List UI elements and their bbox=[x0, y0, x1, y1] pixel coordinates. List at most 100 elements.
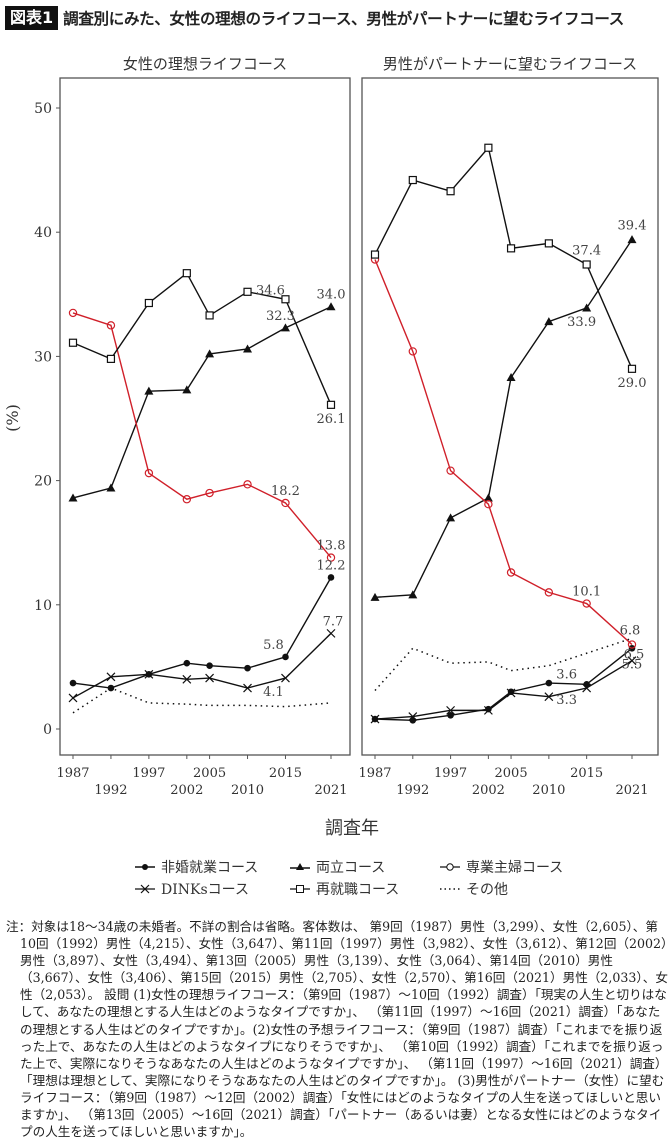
panel-title-left: 女性の理想ライフコース bbox=[123, 55, 287, 73]
data-point-triangle bbox=[506, 373, 516, 382]
series-line bbox=[374, 146, 633, 370]
legend-item-sengyo: 専業主婦コース bbox=[440, 857, 563, 877]
data-point-x bbox=[582, 683, 592, 693]
data-point-x bbox=[627, 656, 637, 666]
x-tick-label: 2005 bbox=[495, 766, 528, 781]
data-point-circle bbox=[446, 466, 455, 475]
figure-badge: 図表1 bbox=[5, 6, 59, 30]
legend-item-ryoritsu: 両立コース bbox=[290, 857, 440, 877]
x-tick-label: 1992 bbox=[396, 783, 429, 798]
data-label: 34.6 bbox=[256, 283, 285, 298]
data-point-square bbox=[446, 187, 455, 196]
data-point-square bbox=[182, 269, 191, 278]
data-label: 10.1 bbox=[572, 585, 601, 600]
data-label: 39.4 bbox=[618, 219, 647, 234]
y-tick-label: 50 bbox=[34, 101, 52, 117]
data-point-circle bbox=[326, 553, 336, 562]
data-point-square bbox=[544, 239, 553, 248]
series-line bbox=[374, 660, 633, 720]
x-tick-label: 2010 bbox=[532, 783, 565, 798]
data-point-triangle bbox=[182, 385, 192, 394]
data-label: 29.0 bbox=[618, 376, 647, 391]
data-label: 26.1 bbox=[317, 412, 346, 427]
y-tick-label: 0 bbox=[43, 722, 52, 738]
data-point-dot bbox=[244, 664, 251, 672]
data-point-triangle bbox=[326, 302, 336, 311]
y-tick-label: 10 bbox=[34, 598, 52, 614]
legend: 非婚就業コース 両立コース 専業主婦コース DINKsコース 再就職コース その… bbox=[135, 856, 563, 900]
data-point-circle bbox=[484, 499, 493, 509]
x-tick-label: 1997 bbox=[434, 766, 467, 781]
data-point-x bbox=[326, 628, 336, 638]
data-point-triangle bbox=[483, 493, 493, 502]
data-point-square bbox=[326, 400, 336, 409]
data-point-triangle bbox=[446, 513, 456, 522]
data-point-square bbox=[205, 311, 214, 320]
series-line bbox=[72, 687, 332, 714]
data-point-triangle bbox=[68, 493, 78, 502]
data-label: 6.8 bbox=[620, 624, 641, 639]
x-tick-label: 1987 bbox=[358, 766, 391, 781]
data-point-x bbox=[408, 712, 418, 722]
data-label: 5.8 bbox=[263, 638, 284, 653]
series-line bbox=[374, 647, 633, 722]
data-label: 3.3 bbox=[556, 693, 577, 708]
data-point-triangle bbox=[243, 344, 253, 353]
data-point-x bbox=[68, 693, 78, 703]
data-point-circle bbox=[582, 599, 591, 608]
data-point-x bbox=[370, 714, 380, 724]
legend-item-hikon: 非婚就業コース bbox=[135, 857, 290, 877]
x-marker-icon bbox=[135, 884, 155, 894]
data-label: 34.0 bbox=[317, 288, 346, 303]
data-label: 7.7 bbox=[323, 614, 344, 629]
legend-label: 専業主婦コース bbox=[466, 860, 564, 876]
data-point-square bbox=[627, 364, 637, 373]
data-point-square bbox=[370, 250, 380, 259]
data-point-circle bbox=[106, 321, 116, 330]
x-tick-label: 1987 bbox=[56, 766, 89, 781]
data-point-square bbox=[582, 260, 591, 269]
legend-label: その他 bbox=[466, 882, 508, 898]
chart-notes: 注：対象は18〜34歳の未婚者。不詳の割合は省略。客体数は、 第9回（1987）… bbox=[6, 919, 668, 1140]
x-tick-label: 2015 bbox=[269, 766, 302, 781]
figure-title: 調査別にみた、女性の理想のライフコース、男性がパートナーに望むライフコース bbox=[63, 10, 624, 28]
data-point-circle bbox=[243, 480, 252, 489]
legend-label: 両立コース bbox=[316, 860, 386, 876]
data-point-circle bbox=[408, 347, 417, 356]
data-point-dot bbox=[447, 712, 454, 719]
data-point-x bbox=[544, 692, 554, 702]
data-point-square bbox=[144, 298, 153, 308]
x-tick-label: 2021 bbox=[314, 783, 347, 798]
dot-marker-icon bbox=[135, 864, 155, 870]
data-label: 4.1 bbox=[263, 685, 284, 700]
data-point-square bbox=[106, 354, 116, 363]
data-point-triangle bbox=[627, 235, 637, 244]
data-point-triangle bbox=[370, 592, 380, 601]
x-tick-label: 2005 bbox=[193, 766, 226, 781]
data-point-dot bbox=[206, 662, 213, 669]
data-point-dot bbox=[282, 653, 289, 661]
data-point-x bbox=[281, 673, 290, 683]
data-point-x bbox=[144, 669, 154, 679]
series-line bbox=[72, 306, 332, 499]
x-tick-label: 2002 bbox=[472, 783, 505, 798]
data-point-dot bbox=[69, 679, 77, 687]
data-point-dot bbox=[545, 679, 553, 687]
data-point-circle bbox=[544, 588, 554, 597]
series-line bbox=[374, 259, 633, 646]
data-point-dot bbox=[183, 659, 191, 667]
series-line bbox=[72, 577, 332, 689]
series-line bbox=[374, 239, 633, 599]
data-point-x bbox=[483, 705, 493, 715]
data-label: 33.9 bbox=[567, 315, 596, 330]
data-point-square bbox=[243, 287, 252, 296]
data-point-x bbox=[205, 673, 215, 683]
data-point-square bbox=[506, 244, 516, 253]
data-label: 37.4 bbox=[572, 243, 601, 258]
data-point-dot bbox=[327, 574, 335, 581]
legend-item-other: その他 bbox=[440, 879, 508, 899]
x-tick-label: 2010 bbox=[231, 783, 264, 798]
y-tick-label: 20 bbox=[34, 474, 52, 490]
data-label: 13.8 bbox=[317, 539, 346, 554]
x-tick-label: 1992 bbox=[94, 783, 127, 798]
